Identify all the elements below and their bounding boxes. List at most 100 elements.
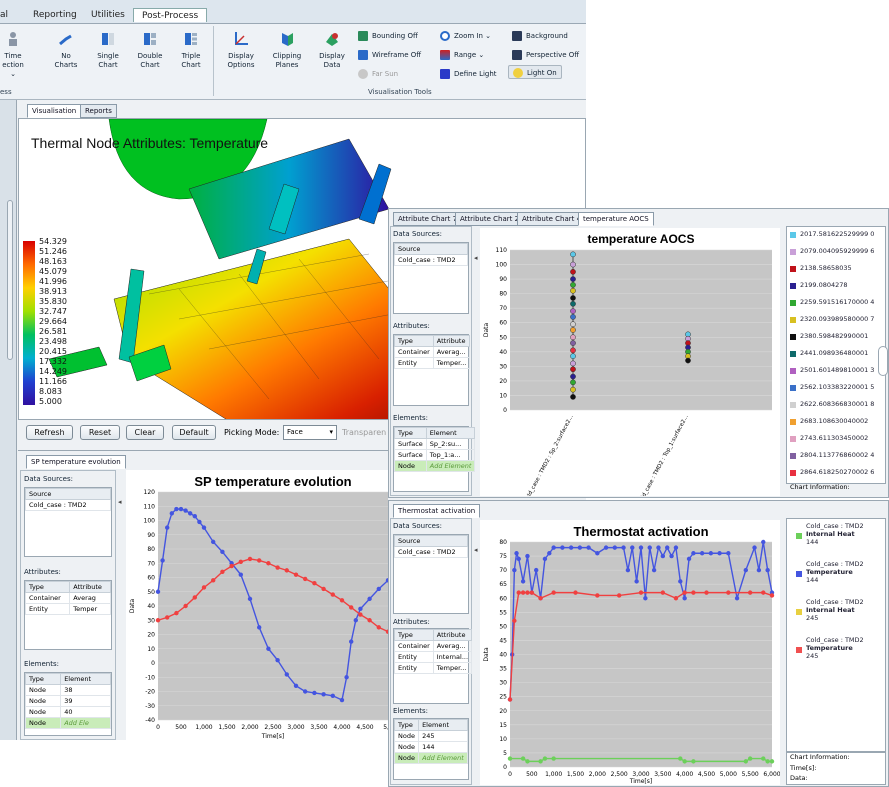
table-row[interactable]: Node 245 <box>393 730 468 742</box>
data-point <box>514 551 519 556</box>
x-tick-label: 1,500 <box>218 724 235 731</box>
data-point <box>685 357 691 364</box>
data-point <box>165 615 170 620</box>
no-charts-button[interactable]: No Charts <box>49 30 83 70</box>
define-light-button[interactable]: Define Light <box>440 67 497 81</box>
triple-chart-label-1: Triple <box>181 52 201 60</box>
clipping-planes-button[interactable]: Clipping Planes <box>268 30 306 70</box>
data-point <box>765 567 770 573</box>
tab-attribute-chart-2[interactable]: Attribute Chart 2 <box>455 212 525 226</box>
collapse-arrow-icon[interactable]: ◂ <box>474 546 478 554</box>
table-row[interactable]: Entity Temper... <box>394 662 473 674</box>
tab-temperature-aocs[interactable]: temperature AOCS <box>578 212 654 226</box>
rt-legend-scroll-handle[interactable] <box>878 346 888 376</box>
data-point <box>358 606 363 612</box>
scale-label: 11.166 <box>39 377 67 386</box>
legend-item: 2259.591516170000 4 <box>790 298 886 306</box>
perspective-off-button[interactable]: Perspective Off <box>512 48 579 62</box>
display-data-button[interactable]: Display Data <box>313 30 351 70</box>
table-row[interactable]: Node 39 <box>24 695 111 707</box>
legend-swatch <box>796 609 802 615</box>
sp-attr-col-attribute: Attribute <box>69 581 111 593</box>
table-row[interactable]: Surface Top_1:a... <box>394 449 476 461</box>
table-row[interactable]: Node 144 <box>393 741 468 753</box>
y-tick-label: 80 <box>147 546 155 553</box>
rt-source-value[interactable]: Cold_case : TMD2 <box>394 254 468 266</box>
range-button[interactable]: Range ⌄ <box>440 48 484 62</box>
data-point <box>621 545 626 550</box>
tab-reports[interactable]: Reports <box>80 104 117 118</box>
double-chart-icon <box>144 33 156 45</box>
picking-mode-label: Picking Mode: <box>224 428 280 437</box>
data-point <box>560 545 565 550</box>
table-row[interactable]: Entity Temper <box>24 603 111 615</box>
ribbon-tab-post-process[interactable]: Post-Process <box>133 8 208 22</box>
bounding-off-button[interactable]: Bounding Off <box>358 29 418 43</box>
aocs-chart[interactable]: temperature AOCS110100908070605040302010… <box>480 228 780 496</box>
light-on-button[interactable]: Light On <box>508 65 562 79</box>
data-point <box>312 690 317 696</box>
tab-attribute-chart-7[interactable]: Attribute Chart 7 <box>393 212 463 226</box>
far-sun-button[interactable]: Far Sun <box>358 67 398 81</box>
legend-label: 2079.004095929999 6 <box>800 247 875 255</box>
background-button[interactable]: Background <box>512 29 568 43</box>
add-element-cell[interactable]: Add Element <box>418 752 468 764</box>
tab-visualisation[interactable]: Visualisation <box>27 104 82 118</box>
table-row[interactable]: Node 40 <box>24 706 111 718</box>
add-element-cell[interactable]: Add Element <box>425 460 476 472</box>
sp-chart[interactable]: SP temperature evolution1201101009080706… <box>126 470 388 740</box>
wireframe-off-button[interactable]: Wireframe Off <box>358 48 421 62</box>
table-row[interactable]: Container Averag <box>24 592 111 604</box>
data-point <box>534 567 539 573</box>
table-row[interactable]: Container Averag... <box>394 346 471 358</box>
tab-attribute-chart-4[interactable]: Attribute Chart 4 <box>517 212 587 226</box>
data-point <box>551 590 556 595</box>
ribbon-tab-general[interactable]: al <box>0 10 9 20</box>
add-element-cell[interactable]: Add Ele <box>60 717 111 729</box>
legend-source: Cold_case : TMD2 <box>806 598 864 606</box>
left-strip-handle[interactable] <box>7 200 13 360</box>
collapse-arrow-icon[interactable]: ◂ <box>474 254 478 262</box>
single-chart-button[interactable]: Single Chart <box>91 30 125 70</box>
refresh-button[interactable]: Refresh <box>26 425 73 440</box>
collapse-arrow-icon[interactable]: ◂ <box>118 498 122 506</box>
y-tick-label: 5 <box>503 750 507 757</box>
legend-item: Cold_case : TMD2 Temperature 144 <box>796 560 884 584</box>
rt-elem-col-type: Type <box>394 427 427 439</box>
legend-item: Cold_case : TMD2 Internal Heat 144 <box>796 522 884 546</box>
picking-mode-select[interactable]: Face ▾ <box>283 425 337 440</box>
table-row[interactable]: Surface Sp_2:su... <box>394 438 476 450</box>
ribbon-tab-utilities[interactable]: Utilities <box>91 10 125 20</box>
clear-button[interactable]: Clear <box>126 425 164 440</box>
add-element-row[interactable]: Node Add Element <box>393 752 468 764</box>
data-point <box>538 596 543 601</box>
sp-source-value[interactable]: Cold_case : TMD2 <box>25 499 111 511</box>
tab-thermostat-activation[interactable]: Thermostat activation <box>393 504 481 518</box>
add-element-row[interactable]: Node Add Ele <box>24 717 111 729</box>
rb-source-value[interactable]: Cold_case : TMD2 <box>394 546 468 558</box>
rb-attr-type: Entity <box>394 651 434 663</box>
data-point <box>678 579 683 584</box>
rt-legend <box>786 226 886 484</box>
table-row[interactable]: Container Averag... <box>394 640 473 652</box>
reset-button[interactable]: Reset <box>80 425 120 440</box>
data-point <box>573 590 578 595</box>
double-chart-button[interactable]: Double Chart <box>133 30 167 70</box>
triple-chart-button[interactable]: Triple Chart <box>174 30 208 70</box>
default-button[interactable]: Default <box>172 425 216 440</box>
y-tick-label: 60 <box>147 575 155 582</box>
tab-sp-temperature[interactable]: SP temperature evolution <box>26 455 126 469</box>
table-row[interactable]: Node 38 <box>24 684 111 696</box>
sp-attr-name: Temper <box>69 603 111 615</box>
table-row[interactable]: Entity Temper... <box>394 357 471 369</box>
add-element-row[interactable]: Node Add Element <box>394 460 476 472</box>
table-row[interactable]: Entity Internal... <box>394 651 473 663</box>
ribbon-tab-reporting[interactable]: Reporting <box>33 10 77 20</box>
display-options-button[interactable]: Display Options <box>222 30 260 70</box>
y-axis-label: Data <box>129 599 136 614</box>
zoom-in-button[interactable]: Zoom In ⌄ <box>440 29 491 43</box>
time-selection-button[interactable]: Time ection ⌄ <box>0 30 26 79</box>
thermostat-chart[interactable]: Thermostat activation8075706560555045403… <box>480 520 780 785</box>
clipping-plane-icon <box>282 33 293 46</box>
scale-label: 8.083 <box>39 387 62 396</box>
